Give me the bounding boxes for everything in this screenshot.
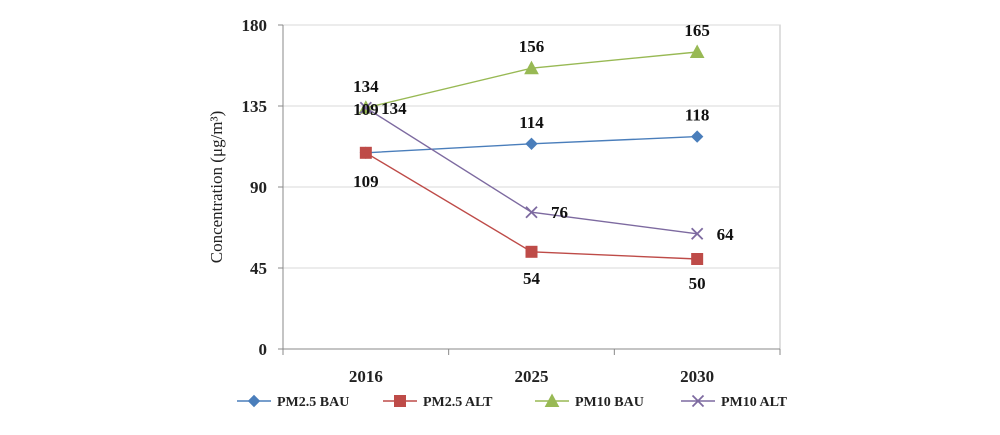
data-point [359,146,372,159]
data-point [691,253,704,265]
data-point [544,393,560,407]
data-point-stroke [691,227,704,240]
x-tick-label: 2016 [349,367,383,386]
legend-label: PM2.5 BAU [277,395,349,410]
data-label: 165 [684,21,710,40]
legend-item: PM10 ALT [681,394,788,410]
y-tick-label: 180 [242,16,268,35]
data-point-stroke [691,394,705,408]
y-tick-label: 90 [250,178,267,197]
data-point [525,245,538,258]
axes: 0 45 90 135 180 2016 2025 2030 Concentration (μg… [207,16,781,386]
x-tick-label: 2025 [515,367,549,386]
legend: PM2.5 BAU PM2.5 ALT PM10 BAU PM10 ALT [237,393,788,410]
data-label: 134 [353,77,379,96]
series-line [365,152,698,260]
data-point-stroke [525,206,538,219]
data-point [690,130,704,143]
data-labels: 109 114 118 109 54 50 134 156 165 134 76 64 [353,21,734,293]
data-point [359,101,372,114]
y-tick-label: 135 [242,97,268,116]
data-point [394,395,406,407]
data-label: 156 [519,37,545,56]
legend-item: PM2.5 ALT [383,395,493,410]
legend-label: PM10 ALT [721,395,788,410]
legend-item: PM2.5 BAU [237,394,349,410]
data-label: 118 [685,106,710,125]
data-label: 64 [717,225,735,244]
data-point [247,394,261,408]
data-point [525,137,538,151]
data-label: 76 [551,203,568,222]
data-point-stroke [359,101,372,114]
legend-label: PM10 BAU [575,395,644,410]
legend-label: PM2.5 ALT [423,395,493,410]
data-label: 109 [353,172,379,191]
y-axis-title: Concentration (μg/m³) [207,111,226,264]
data-point [689,44,705,58]
data-label: 134 [381,99,407,118]
series-pm10-alt [359,101,704,240]
data-point [691,394,705,408]
y-tick-label: 45 [250,259,267,278]
x-tick-label: 2030 [680,367,714,386]
data-label: 109 [353,100,379,119]
series-group [358,44,705,265]
data-label: 114 [519,113,544,132]
data-point [691,227,704,240]
data-label: 54 [523,269,541,288]
series-pm2-5-alt [359,146,704,265]
y-tick-label: 0 [259,340,268,359]
data-point [525,206,538,219]
data-label: 50 [689,274,706,293]
legend-item: PM10 BAU [535,393,644,410]
series-pm2-5-bau [359,130,704,160]
series-line [365,51,698,109]
data-point [524,60,539,75]
